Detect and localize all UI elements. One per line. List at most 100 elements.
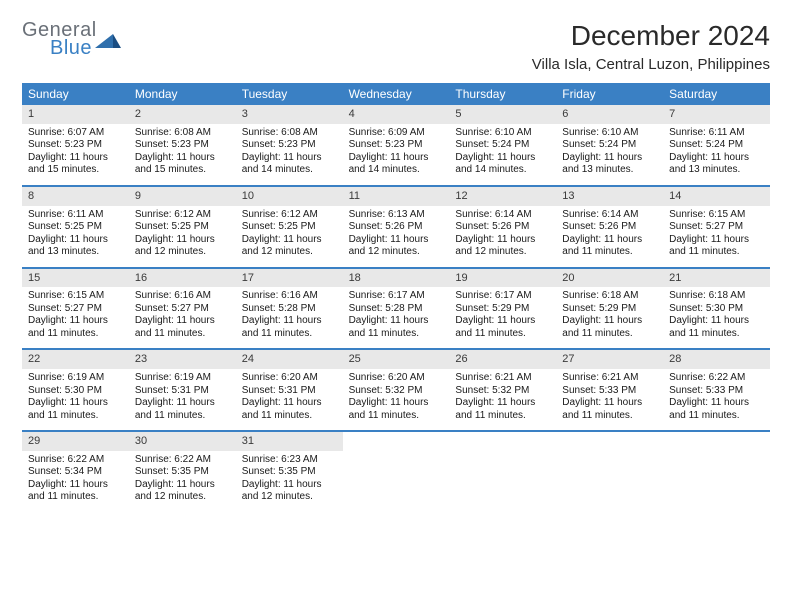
sunrise-text: Sunrise: 6:23 AM xyxy=(242,454,337,467)
daylight-text: Daylight: 11 hours and 12 minutes. xyxy=(349,234,444,259)
sunset-text: Sunset: 5:32 PM xyxy=(349,385,444,398)
day-header: Tuesday xyxy=(236,83,343,105)
calendar-cell: 20Sunrise: 6:18 AMSunset: 5:29 PMDayligh… xyxy=(556,269,663,349)
day-number: 1 xyxy=(22,105,129,124)
cell-body: Sunrise: 6:19 AMSunset: 5:31 PMDaylight:… xyxy=(129,369,236,430)
day-number: 28 xyxy=(663,350,770,369)
daylight-text: Daylight: 11 hours and 11 minutes. xyxy=(455,397,550,422)
sunrise-text: Sunrise: 6:14 AM xyxy=(562,209,657,222)
sunset-text: Sunset: 5:26 PM xyxy=(349,221,444,234)
sunset-text: Sunset: 5:23 PM xyxy=(28,139,123,152)
sunset-text: Sunset: 5:28 PM xyxy=(349,303,444,316)
day-number: 16 xyxy=(129,269,236,288)
sunset-text: Sunset: 5:24 PM xyxy=(669,139,764,152)
daylight-text: Daylight: 11 hours and 11 minutes. xyxy=(455,315,550,340)
day-header: Saturday xyxy=(663,83,770,105)
calendar-cell: 19Sunrise: 6:17 AMSunset: 5:29 PMDayligh… xyxy=(449,269,556,349)
calendar-week: 15Sunrise: 6:15 AMSunset: 5:27 PMDayligh… xyxy=(22,269,770,351)
sunset-text: Sunset: 5:32 PM xyxy=(455,385,550,398)
location-text: Villa Isla, Central Luzon, Philippines xyxy=(532,56,770,73)
day-number: 13 xyxy=(556,187,663,206)
calendar-cell: 6Sunrise: 6:10 AMSunset: 5:24 PMDaylight… xyxy=(556,105,663,185)
sunrise-text: Sunrise: 6:19 AM xyxy=(28,372,123,385)
cell-body: Sunrise: 6:15 AMSunset: 5:27 PMDaylight:… xyxy=(22,287,129,348)
calendar-cell: 18Sunrise: 6:17 AMSunset: 5:28 PMDayligh… xyxy=(343,269,450,349)
sunrise-text: Sunrise: 6:12 AM xyxy=(242,209,337,222)
day-header: Monday xyxy=(129,83,236,105)
cell-body: Sunrise: 6:20 AMSunset: 5:31 PMDaylight:… xyxy=(236,369,343,430)
cell-body: Sunrise: 6:18 AMSunset: 5:30 PMDaylight:… xyxy=(663,287,770,348)
cell-body: Sunrise: 6:21 AMSunset: 5:33 PMDaylight:… xyxy=(556,369,663,430)
cell-body: Sunrise: 6:20 AMSunset: 5:32 PMDaylight:… xyxy=(343,369,450,430)
sunset-text: Sunset: 5:31 PM xyxy=(242,385,337,398)
day-number: 20 xyxy=(556,269,663,288)
cell-body: Sunrise: 6:14 AMSunset: 5:26 PMDaylight:… xyxy=(556,206,663,267)
sunrise-text: Sunrise: 6:18 AM xyxy=(669,290,764,303)
daylight-text: Daylight: 11 hours and 14 minutes. xyxy=(242,152,337,177)
daylight-text: Daylight: 11 hours and 11 minutes. xyxy=(242,397,337,422)
calendar: SundayMondayTuesdayWednesdayThursdayFrid… xyxy=(22,83,770,512)
day-number: 3 xyxy=(236,105,343,124)
sunset-text: Sunset: 5:26 PM xyxy=(455,221,550,234)
calendar-cell: 27Sunrise: 6:21 AMSunset: 5:33 PMDayligh… xyxy=(556,350,663,430)
cell-body: Sunrise: 6:22 AMSunset: 5:34 PMDaylight:… xyxy=(22,451,129,512)
daylight-text: Daylight: 11 hours and 11 minutes. xyxy=(562,397,657,422)
daylight-text: Daylight: 11 hours and 13 minutes. xyxy=(562,152,657,177)
cell-body: Sunrise: 6:15 AMSunset: 5:27 PMDaylight:… xyxy=(663,206,770,267)
calendar-cell: 21Sunrise: 6:18 AMSunset: 5:30 PMDayligh… xyxy=(663,269,770,349)
calendar-cell: 10Sunrise: 6:12 AMSunset: 5:25 PMDayligh… xyxy=(236,187,343,267)
sunrise-text: Sunrise: 6:22 AM xyxy=(135,454,230,467)
calendar-week: 8Sunrise: 6:11 AMSunset: 5:25 PMDaylight… xyxy=(22,187,770,269)
daylight-text: Daylight: 11 hours and 11 minutes. xyxy=(349,397,444,422)
calendar-cell: 26Sunrise: 6:21 AMSunset: 5:32 PMDayligh… xyxy=(449,350,556,430)
cell-body: Sunrise: 6:13 AMSunset: 5:26 PMDaylight:… xyxy=(343,206,450,267)
calendar-cell: 17Sunrise: 6:16 AMSunset: 5:28 PMDayligh… xyxy=(236,269,343,349)
cell-body: Sunrise: 6:17 AMSunset: 5:29 PMDaylight:… xyxy=(449,287,556,348)
daylight-text: Daylight: 11 hours and 14 minutes. xyxy=(455,152,550,177)
logo: General Blue xyxy=(22,20,121,58)
sunrise-text: Sunrise: 6:20 AM xyxy=(242,372,337,385)
sunrise-text: Sunrise: 6:10 AM xyxy=(562,127,657,140)
sunset-text: Sunset: 5:25 PM xyxy=(28,221,123,234)
calendar-cell: 28Sunrise: 6:22 AMSunset: 5:33 PMDayligh… xyxy=(663,350,770,430)
sunset-text: Sunset: 5:25 PM xyxy=(135,221,230,234)
day-number: 9 xyxy=(129,187,236,206)
sunset-text: Sunset: 5:28 PM xyxy=(242,303,337,316)
day-number: 21 xyxy=(663,269,770,288)
cell-body: Sunrise: 6:14 AMSunset: 5:26 PMDaylight:… xyxy=(449,206,556,267)
calendar-cell: 14Sunrise: 6:15 AMSunset: 5:27 PMDayligh… xyxy=(663,187,770,267)
day-number: 17 xyxy=(236,269,343,288)
sunset-text: Sunset: 5:29 PM xyxy=(455,303,550,316)
cell-body: Sunrise: 6:18 AMSunset: 5:29 PMDaylight:… xyxy=(556,287,663,348)
calendar-cell: 8Sunrise: 6:11 AMSunset: 5:25 PMDaylight… xyxy=(22,187,129,267)
calendar-cell: 7Sunrise: 6:11 AMSunset: 5:24 PMDaylight… xyxy=(663,105,770,185)
calendar-week: 22Sunrise: 6:19 AMSunset: 5:30 PMDayligh… xyxy=(22,350,770,432)
calendar-cell: 11Sunrise: 6:13 AMSunset: 5:26 PMDayligh… xyxy=(343,187,450,267)
day-number: 15 xyxy=(22,269,129,288)
sunset-text: Sunset: 5:33 PM xyxy=(669,385,764,398)
calendar-cell xyxy=(343,432,450,512)
sunrise-text: Sunrise: 6:18 AM xyxy=(562,290,657,303)
sunrise-text: Sunrise: 6:09 AM xyxy=(349,127,444,140)
sunset-text: Sunset: 5:29 PM xyxy=(562,303,657,316)
calendar-cell: 23Sunrise: 6:19 AMSunset: 5:31 PMDayligh… xyxy=(129,350,236,430)
cell-body: Sunrise: 6:12 AMSunset: 5:25 PMDaylight:… xyxy=(236,206,343,267)
sunset-text: Sunset: 5:31 PM xyxy=(135,385,230,398)
sunset-text: Sunset: 5:33 PM xyxy=(562,385,657,398)
sunrise-text: Sunrise: 6:07 AM xyxy=(28,127,123,140)
cell-body: Sunrise: 6:22 AMSunset: 5:33 PMDaylight:… xyxy=(663,369,770,430)
day-number: 10 xyxy=(236,187,343,206)
day-number: 30 xyxy=(129,432,236,451)
sunset-text: Sunset: 5:30 PM xyxy=(669,303,764,316)
sunset-text: Sunset: 5:24 PM xyxy=(455,139,550,152)
sunrise-text: Sunrise: 6:22 AM xyxy=(669,372,764,385)
sunset-text: Sunset: 5:24 PM xyxy=(562,139,657,152)
daylight-text: Daylight: 11 hours and 12 minutes. xyxy=(242,234,337,259)
sunset-text: Sunset: 5:23 PM xyxy=(349,139,444,152)
calendar-cell xyxy=(663,432,770,512)
calendar-week: 29Sunrise: 6:22 AMSunset: 5:34 PMDayligh… xyxy=(22,432,770,512)
calendar-cell: 30Sunrise: 6:22 AMSunset: 5:35 PMDayligh… xyxy=(129,432,236,512)
calendar-weeks: 1Sunrise: 6:07 AMSunset: 5:23 PMDaylight… xyxy=(22,105,770,512)
cell-body: Sunrise: 6:11 AMSunset: 5:24 PMDaylight:… xyxy=(663,124,770,185)
cell-body: Sunrise: 6:10 AMSunset: 5:24 PMDaylight:… xyxy=(449,124,556,185)
